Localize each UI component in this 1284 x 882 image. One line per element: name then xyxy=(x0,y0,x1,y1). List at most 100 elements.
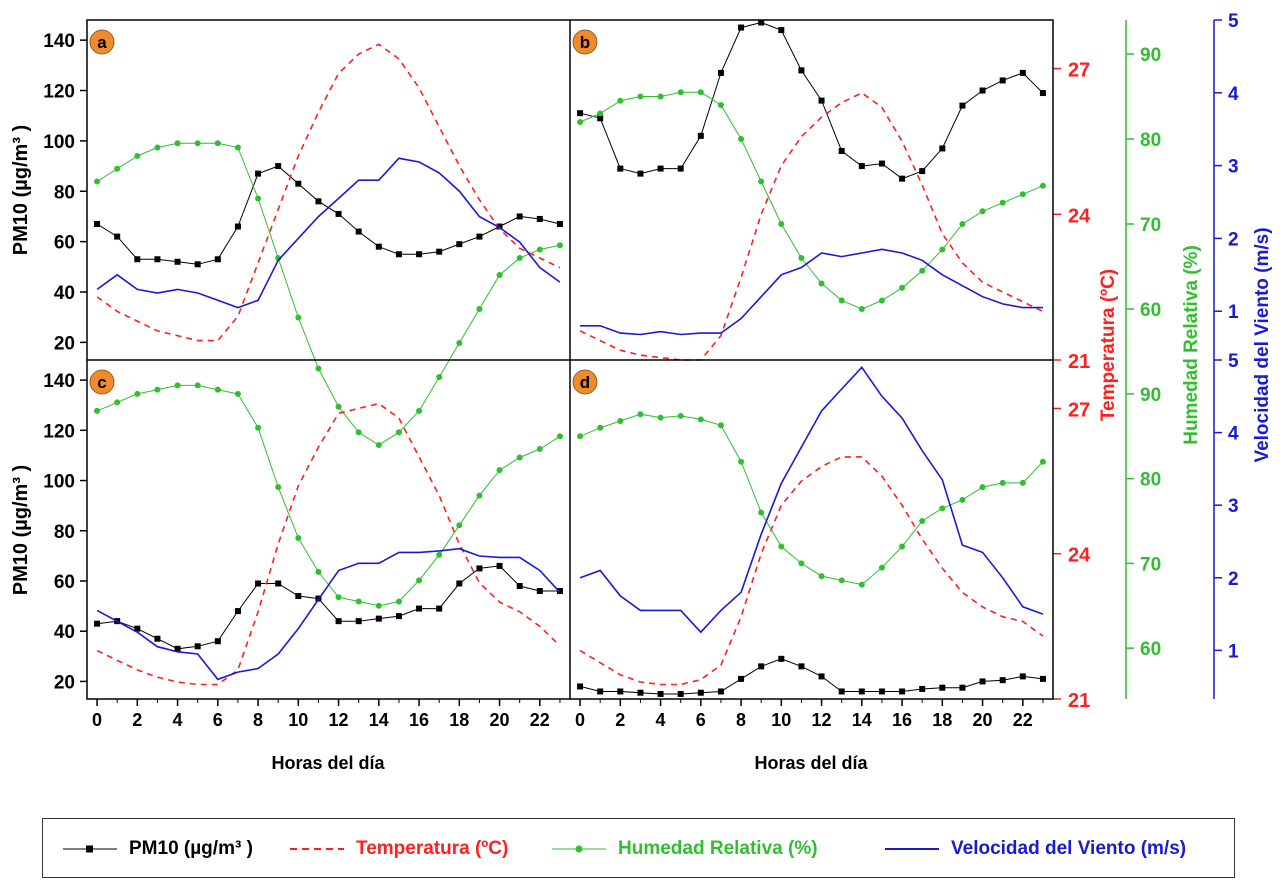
pm10-point xyxy=(979,678,986,685)
humidity-point xyxy=(858,306,865,312)
wind-series-line-b xyxy=(580,248,1043,336)
pm10-point xyxy=(617,165,624,172)
humidity-point xyxy=(94,178,101,185)
humidity-point xyxy=(456,522,463,529)
legend-item-humidity: Humedad Relativa (%) xyxy=(550,819,818,879)
humidity-point xyxy=(94,407,101,414)
pm10-point xyxy=(657,690,664,697)
humidity-point xyxy=(959,496,966,503)
pm10-point xyxy=(838,688,845,695)
panel-badge-label: b xyxy=(580,33,590,52)
pm10-point xyxy=(456,580,463,587)
humidity-point xyxy=(999,199,1006,206)
humidity-point xyxy=(838,297,845,304)
humidity-point xyxy=(275,484,282,491)
humidity-point xyxy=(214,386,221,393)
humidity-ytick-label: 80 xyxy=(1140,130,1161,151)
panel-badge-d xyxy=(572,369,598,395)
pm10-point xyxy=(416,605,423,612)
humidity-point xyxy=(818,280,825,287)
xtick-label: 22 xyxy=(1013,710,1033,730)
xtick-label: 12 xyxy=(329,710,349,730)
pm10-point xyxy=(858,688,865,695)
temp-series-line-d xyxy=(579,456,1044,686)
humidity-point xyxy=(496,272,503,278)
pm10-point xyxy=(899,688,906,695)
pm10-point xyxy=(134,256,141,263)
humidity-point xyxy=(315,568,322,575)
pm10-point xyxy=(275,580,282,587)
pm10-point xyxy=(939,145,946,152)
humidity-point xyxy=(234,390,241,397)
temperature-ytick-label: 24 xyxy=(1068,545,1091,567)
humidity-point xyxy=(717,422,724,429)
pm10-point xyxy=(577,110,584,117)
humidity-point xyxy=(375,442,382,448)
hum-series-line-d xyxy=(579,413,1044,586)
humidity-point xyxy=(577,119,584,125)
humidity-point xyxy=(798,560,805,567)
left-ytick-label: 80 xyxy=(54,522,75,543)
humidity-point xyxy=(979,208,986,215)
temperature-ytick-label: 27 xyxy=(1068,399,1090,421)
temp-series-line-b xyxy=(579,91,1044,361)
pm10-point xyxy=(114,233,121,240)
wind-ytick-label: 3 xyxy=(1228,496,1239,517)
humidity-point xyxy=(999,479,1006,486)
temp-series-line-a xyxy=(96,43,561,342)
left-ylabel-bottom: PM10 (µg/m³ ) xyxy=(10,465,32,595)
humidity-ytick-label: 60 xyxy=(1140,639,1161,660)
pm10-point xyxy=(395,613,402,620)
pm10-point xyxy=(94,221,101,227)
pm10-point xyxy=(275,163,282,170)
legend-label-humidity: Humedad Relativa (%) xyxy=(618,838,818,859)
xtick-label: 2 xyxy=(615,710,625,730)
xtick-label: 10 xyxy=(288,710,308,730)
pm10-point xyxy=(335,210,342,217)
pm10-point xyxy=(134,625,141,632)
left-ylabel-top: PM10 (µg/m³ ) xyxy=(10,125,32,255)
pm10-point xyxy=(315,198,322,205)
humidity-point xyxy=(556,433,563,440)
humidity-point xyxy=(496,467,503,474)
humidity-point xyxy=(134,153,141,159)
temperature-ytick-label: 21 xyxy=(1068,351,1090,373)
pm10-point xyxy=(959,102,966,109)
pm10-point xyxy=(697,689,704,696)
humidity-point xyxy=(416,577,423,584)
left-series-line-c xyxy=(97,565,560,650)
panel-badge-c xyxy=(89,369,115,395)
xtick-label: 18 xyxy=(932,710,952,730)
legend-label-temperature: Temperatura (ºC) xyxy=(356,838,509,859)
pm10-point xyxy=(194,643,201,650)
pm10-point xyxy=(939,684,946,691)
humidity-point xyxy=(818,573,825,580)
wind-ytick-label: 5 xyxy=(1228,351,1239,372)
panel-b xyxy=(577,19,1046,361)
humidity-point xyxy=(114,399,121,406)
left-ytick-label: 20 xyxy=(54,672,75,693)
humidity-point xyxy=(798,255,805,261)
humidity-point xyxy=(395,429,402,436)
humidity-ytick-label: 70 xyxy=(1140,554,1161,575)
humidity-point xyxy=(154,386,161,393)
panel-badge-label: d xyxy=(580,373,590,392)
pm10-point xyxy=(858,163,865,170)
humidity-point xyxy=(516,255,523,261)
left-ytick-label: 80 xyxy=(54,182,75,203)
wind-series-line-c xyxy=(96,547,561,681)
humidity-point xyxy=(899,543,906,550)
humidity-point xyxy=(637,93,644,100)
humidity-point xyxy=(617,97,624,104)
left-ytick-label: 60 xyxy=(54,572,75,593)
legend-label-pm10: PM10 (µg/m³ ) xyxy=(129,838,253,859)
humidity-point xyxy=(395,598,402,605)
wind-series-line-a xyxy=(96,157,561,309)
xtick-label: 20 xyxy=(973,710,993,730)
humidity-point xyxy=(899,284,906,291)
pm10-point xyxy=(556,221,563,227)
pm10-point xyxy=(818,97,825,104)
pm10-point xyxy=(496,223,503,230)
